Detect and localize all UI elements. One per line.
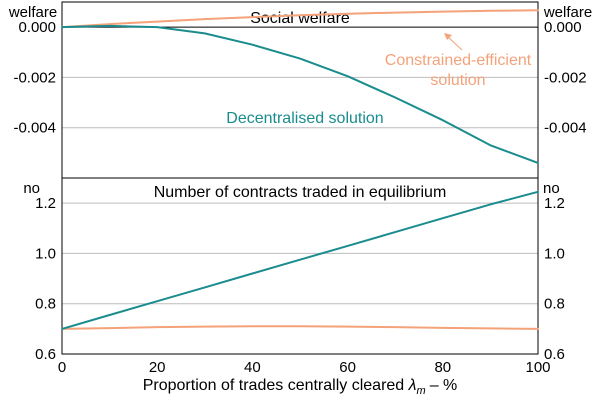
x-axis-label-text: Proportion of trades centrally cleared bbox=[143, 377, 404, 394]
x-axis-label-subscript: m bbox=[417, 385, 426, 397]
panel-title-welfare: Social welfare bbox=[250, 10, 350, 27]
unit-left-contracts: no bbox=[23, 180, 40, 197]
annotation-constrained-line2: solution bbox=[430, 72, 485, 89]
y-tick-label-left: 0.8 bbox=[35, 296, 56, 313]
y-tick-label-left: -0.002 bbox=[13, 69, 56, 86]
x-tick-label: 0 bbox=[58, 359, 66, 376]
y-tick-label-left: 1.0 bbox=[35, 245, 56, 262]
x-tick-label: 40 bbox=[244, 359, 261, 376]
x-tick-label: 80 bbox=[434, 359, 451, 376]
series-layer bbox=[61, 9, 539, 330]
y-tick-label-right: 1.0 bbox=[544, 245, 565, 262]
y-tick-label-left: 0.000 bbox=[18, 19, 56, 36]
x-axis-label-symbol: λ bbox=[408, 377, 417, 394]
y-tick-label-right: 0.8 bbox=[544, 296, 565, 313]
unit-right-welfare: welfare bbox=[543, 4, 592, 21]
annotation-arrowhead bbox=[444, 33, 452, 40]
y-tick-label-left: 0.6 bbox=[35, 346, 56, 363]
ytick-layer: 0.000 0.000 -0.002 -0.002 -0.004 -0.004 0.6 0.6… bbox=[13, 19, 586, 363]
y-tick-label-left: 1.2 bbox=[35, 195, 56, 212]
series-line-decentralised-panel2 bbox=[61, 190, 539, 330]
y-tick-label-right: -0.002 bbox=[544, 69, 587, 86]
x-axis-label: Proportion of trades centrally cleared λ… bbox=[143, 377, 458, 397]
x-tick-label: 100 bbox=[525, 359, 550, 376]
unit-left-welfare: welfare bbox=[8, 4, 57, 21]
annotation-constrained-line1: Constrained-efficient bbox=[385, 52, 532, 69]
x-tick-label: 60 bbox=[339, 359, 356, 376]
x-tick-label: 20 bbox=[149, 359, 166, 376]
y-tick-label-right: 0.000 bbox=[544, 19, 582, 36]
panel-title-contracts: Number of contracts traded in equilibriu… bbox=[154, 184, 447, 201]
y-tick-label-right: 1.2 bbox=[544, 195, 565, 212]
annotation-decentralised: Decentralised solution bbox=[226, 110, 383, 127]
series-line-decentralised-panel1 bbox=[61, 24, 539, 164]
y-tick-label-right: 0.6 bbox=[544, 346, 565, 363]
unit-right-contracts: no bbox=[543, 180, 560, 197]
y-tick-label-left: -0.004 bbox=[13, 120, 56, 137]
series-line-constrained-panel1 bbox=[61, 9, 539, 29]
x-axis-label-unit: – % bbox=[430, 377, 458, 394]
series-line-constrained-panel2 bbox=[61, 325, 539, 330]
grid-layer bbox=[62, 26, 538, 305]
xtick-layer: 0 20 40 60 80 100 bbox=[58, 359, 551, 376]
y-tick-label-right: -0.004 bbox=[544, 120, 587, 137]
